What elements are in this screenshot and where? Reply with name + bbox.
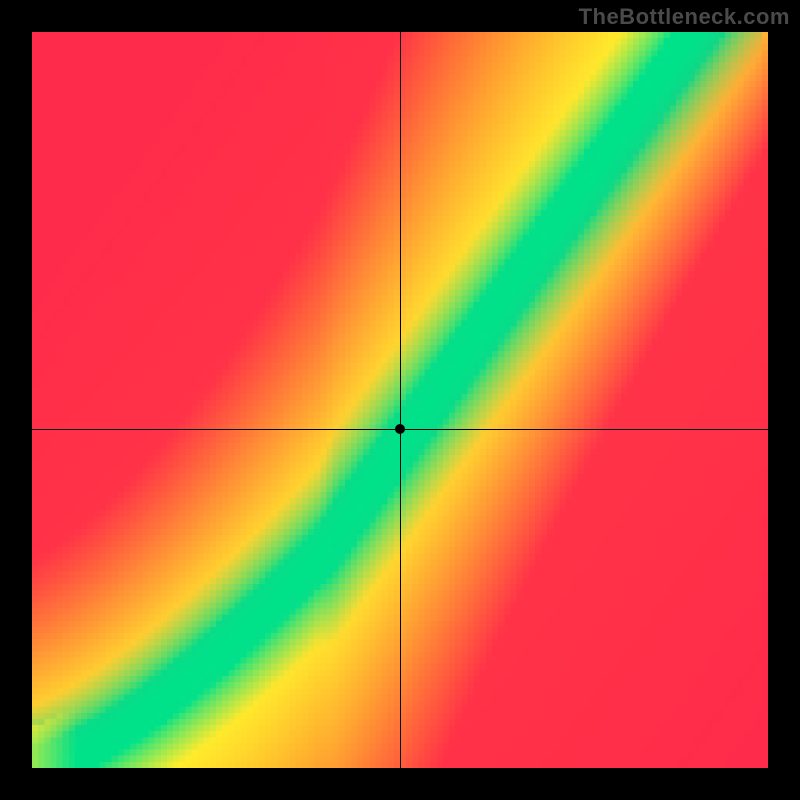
watermark-text: TheBottleneck.com	[579, 4, 790, 30]
heatmap-plot	[32, 32, 768, 768]
heatmap-canvas	[32, 32, 768, 768]
